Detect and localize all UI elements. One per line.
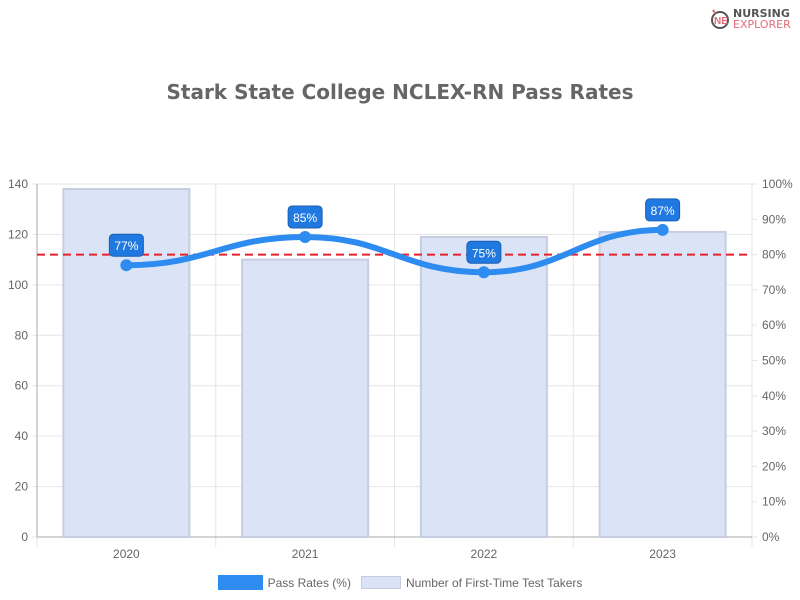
- data-label: 77%: [114, 239, 138, 253]
- x-tick-label: 2023: [649, 547, 676, 561]
- y-right-tick-label: 20%: [762, 459, 786, 473]
- x-tick-label: 2020: [113, 547, 140, 561]
- y-right-tick-label: 100%: [762, 177, 793, 191]
- data-label-box: [108, 233, 144, 257]
- x-tick-label: 2022: [471, 547, 498, 561]
- legend-label: Number of First-Time Test Takers: [405, 575, 583, 590]
- legend-item-pass-rates[interactable]: Pass Rates (%): [217, 575, 351, 590]
- y-right-tick-label: 60%: [762, 318, 786, 332]
- y-left-tick-label: 60: [15, 379, 29, 393]
- chart-title: Stark State College NCLEX-RN Pass Rates: [166, 80, 634, 104]
- legend-label: Pass Rates (%): [267, 575, 351, 590]
- y-right-tick-label: 0%: [762, 530, 780, 544]
- bar-2021: [241, 258, 370, 538]
- nursing-explorer-logo: NE NURSING EXPLORER: [710, 8, 791, 30]
- y-left-tick-label: 40: [15, 429, 29, 443]
- data-label-box: [287, 205, 323, 229]
- pass-rate-line: [123, 226, 666, 276]
- x-tick-label: 2021: [292, 547, 319, 561]
- bar-2022: [419, 235, 548, 538]
- data-label-box: [466, 240, 502, 264]
- pass-rate-point: [299, 230, 312, 243]
- legend-swatch: [360, 576, 401, 589]
- logo-line1: NURSING: [733, 7, 790, 20]
- data-label: 85%: [293, 211, 317, 225]
- y-left-tick-label: 100: [8, 278, 28, 292]
- data-label: 75%: [472, 246, 496, 260]
- logo-icon: NE: [711, 9, 729, 29]
- y-right-tick-label: 80%: [762, 248, 786, 262]
- y-left-tick-label: 120: [8, 227, 28, 241]
- y-left-tick-label: 140: [8, 177, 28, 191]
- y-right-tick-label: 30%: [762, 424, 786, 438]
- y-right-tick-label: 90%: [762, 212, 786, 226]
- y-left-tick-label: 0: [21, 530, 28, 544]
- data-label: 87%: [651, 204, 675, 218]
- y-right-tick-label: 70%: [762, 283, 786, 297]
- y-left-tick-label: 20: [15, 480, 29, 494]
- y-right-tick-label: 10%: [762, 495, 786, 509]
- legend-swatch: [217, 575, 263, 590]
- pass-rate-point: [477, 266, 490, 279]
- data-label-box: [645, 198, 681, 222]
- bar-2023: [598, 230, 727, 539]
- y-right-tick-label: 50%: [762, 354, 786, 368]
- legend-item-test-takers[interactable]: Number of First-Time Test Takers: [360, 575, 583, 590]
- svg-text:NE: NE: [714, 16, 728, 27]
- pass-rate-point: [120, 259, 133, 272]
- y-left-tick-label: 80: [15, 328, 29, 342]
- y-right-tick-label: 40%: [762, 389, 786, 403]
- logo-line2: EXPLORER: [733, 18, 791, 31]
- pass-rate-point: [656, 223, 669, 236]
- legend: Pass Rates (%) Number of First-Time Test…: [0, 575, 800, 590]
